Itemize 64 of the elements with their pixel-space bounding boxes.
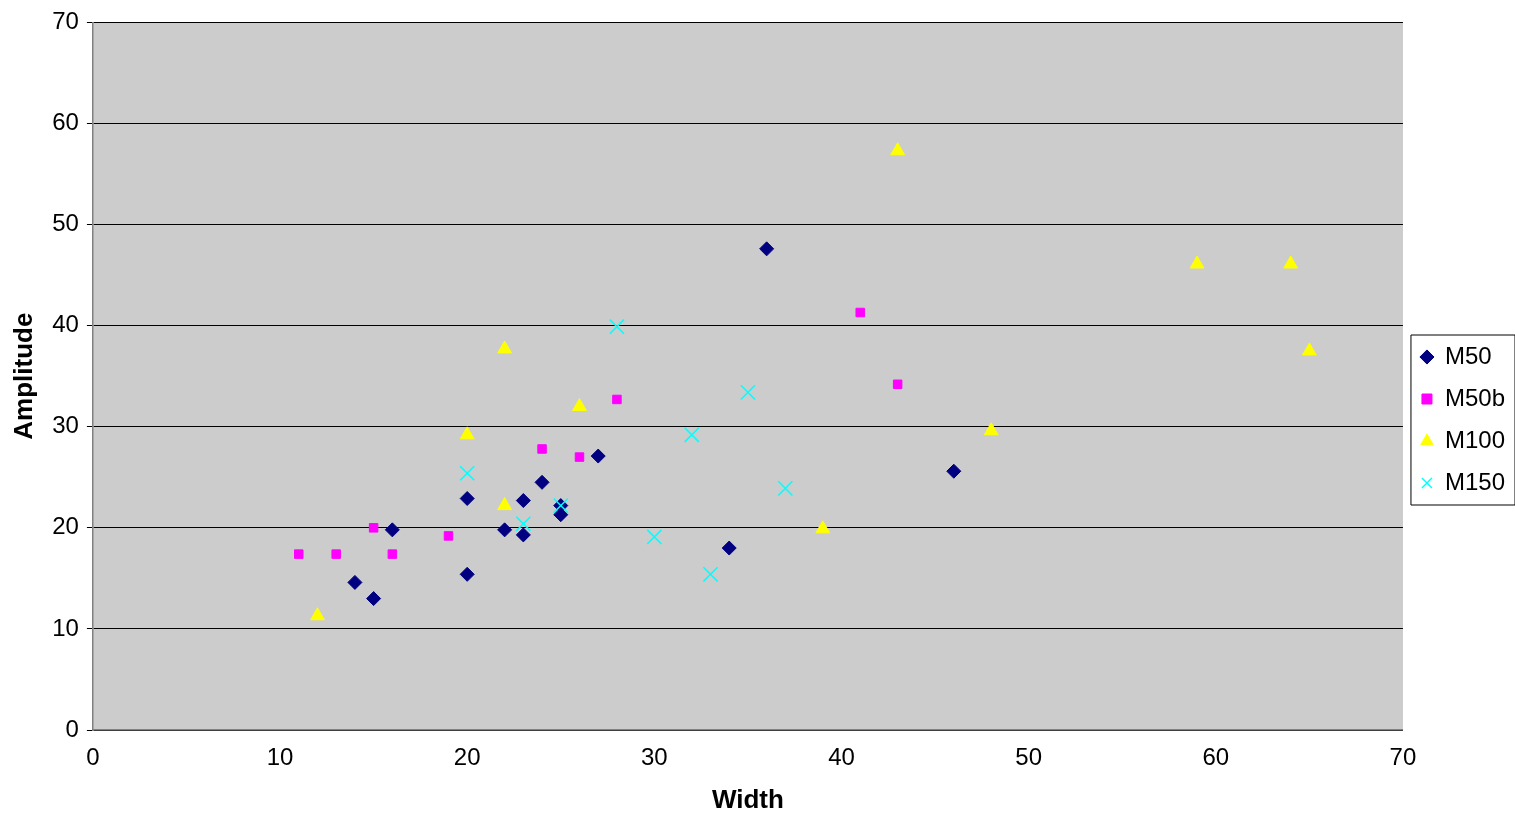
point <box>459 426 475 440</box>
point <box>459 491 475 507</box>
point <box>759 241 775 257</box>
point <box>855 307 865 318</box>
point <box>537 444 547 454</box>
point <box>574 452 585 462</box>
point <box>612 394 622 405</box>
point <box>497 497 513 511</box>
y-axis-title: Amplitude <box>7 312 38 440</box>
x-tick-label: 40 <box>828 743 855 771</box>
x-tick-label: 0 <box>86 743 100 771</box>
point <box>331 549 341 559</box>
point <box>459 566 475 582</box>
point <box>515 527 531 543</box>
point <box>646 529 663 545</box>
y-tick-label: 20 <box>52 512 79 540</box>
y-tick-label: 70 <box>52 7 79 35</box>
point <box>721 540 737 556</box>
point <box>702 566 719 583</box>
point <box>443 531 454 541</box>
point <box>1189 255 1205 269</box>
point <box>497 340 513 354</box>
x-tick-label: 70 <box>1389 743 1417 771</box>
point <box>366 591 382 607</box>
point <box>515 493 531 509</box>
point <box>892 379 903 390</box>
point <box>515 515 532 532</box>
point <box>815 520 831 534</box>
y-tick-label: 40 <box>52 310 79 338</box>
point <box>1301 342 1317 356</box>
y-tick-label: 50 <box>52 209 79 237</box>
point <box>534 474 550 490</box>
point <box>946 463 962 479</box>
y-tick-label: 10 <box>52 613 79 641</box>
x-tick-label: 10 <box>266 743 294 771</box>
point <box>310 607 325 621</box>
point <box>387 549 398 559</box>
legend-label: M50b <box>1444 383 1506 411</box>
point <box>890 142 906 156</box>
x-tick-label: 60 <box>1202 743 1230 771</box>
legend-label: M150 <box>1444 467 1506 495</box>
legend-label: M100 <box>1444 425 1506 453</box>
point <box>683 427 700 443</box>
point <box>740 384 756 401</box>
point <box>459 465 476 482</box>
point <box>983 422 999 436</box>
legend-label: M50 <box>1444 341 1492 369</box>
y-tick-label: 60 <box>52 108 79 136</box>
y-tick-label: 0 <box>65 714 79 742</box>
point <box>384 522 400 538</box>
point <box>777 480 794 497</box>
point <box>368 523 379 533</box>
point <box>347 574 363 590</box>
point <box>1283 255 1299 269</box>
point <box>572 398 587 412</box>
x-axis-title: Width <box>711 783 784 814</box>
x-tick-label: 50 <box>1015 743 1043 771</box>
x-tick-label: 30 <box>641 743 668 771</box>
point <box>609 318 625 335</box>
y-tick-label: 30 <box>52 411 79 439</box>
point <box>590 448 606 464</box>
x-tick-label: 20 <box>453 743 481 771</box>
point <box>497 522 513 538</box>
point <box>294 549 304 559</box>
